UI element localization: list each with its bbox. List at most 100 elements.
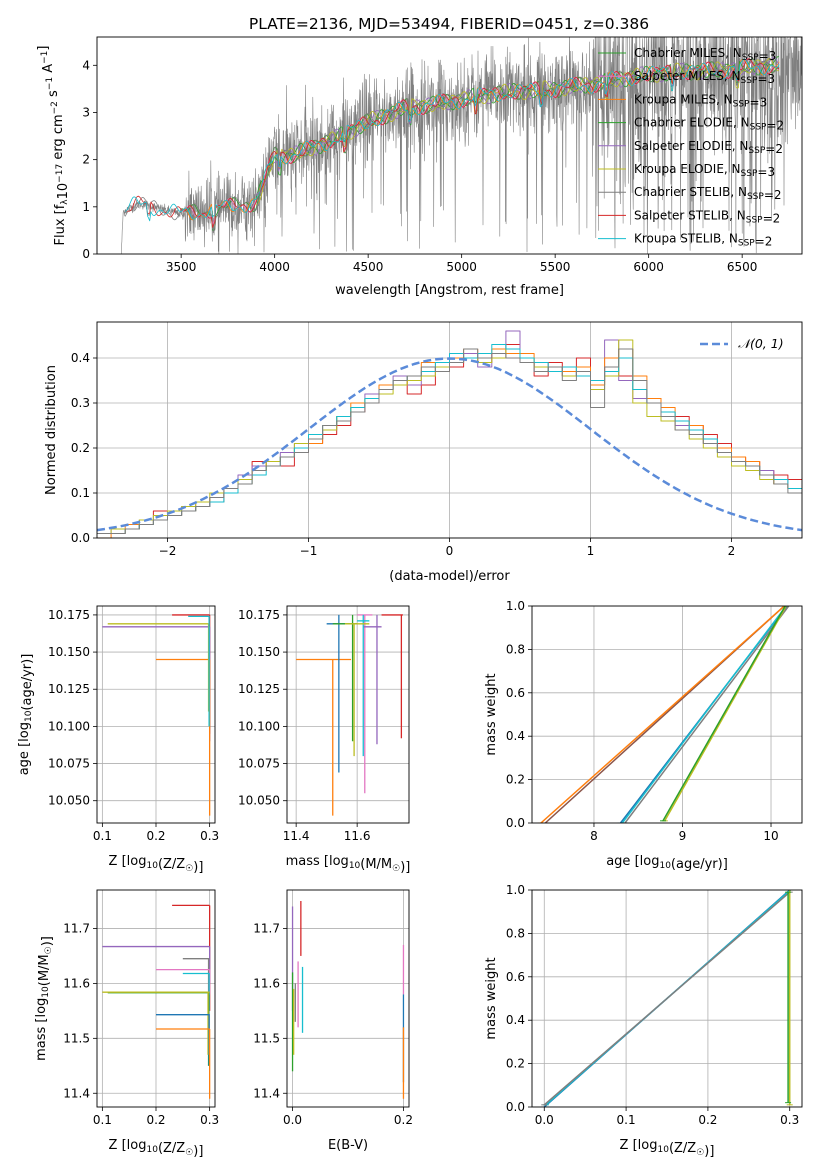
x-tick-label: 0.2	[146, 829, 165, 843]
y-tick-label: 0.6	[506, 686, 525, 700]
x-tick-label: 3500	[166, 260, 197, 274]
y-tick-label: 0.6	[506, 970, 525, 984]
legend: 𝒩(0, 1)	[700, 336, 784, 351]
y-tick-label: 11.4	[253, 1086, 280, 1100]
y-tick-label: 0	[82, 247, 90, 261]
axes-frame	[531, 605, 803, 824]
x-tick-label: 0.1	[93, 1113, 112, 1127]
x-tick-label: 0.3	[200, 1113, 219, 1127]
legend: Chabrier MILES, NSSP=3 Salpeter MILES, NS…	[598, 46, 784, 249]
legend-label: Chabrier MILES, NSSP=3	[634, 46, 776, 63]
y-tick-label: 11.4	[63, 1086, 90, 1100]
x-tick-label: 5500	[540, 260, 571, 274]
y-tick-label: 10.100	[238, 719, 280, 733]
legend-label: 𝒩(0, 1)	[738, 336, 784, 351]
x-tick-label: 0.2	[394, 1113, 413, 1127]
x-axis-label: Z [log10(Z/Z☉)]	[109, 1138, 204, 1159]
y-tick-label: 0.0	[506, 1100, 525, 1114]
histogram-step	[97, 344, 802, 534]
x-tick-label: 8	[590, 829, 598, 843]
x-tick-label: 4500	[353, 260, 384, 274]
y-axis-label: mass [log10(M/M☉)]	[34, 936, 55, 1061]
cumulative-line	[621, 606, 787, 823]
y-tick-label: 10.125	[48, 682, 90, 696]
cumulative-line	[664, 606, 787, 822]
legend-label: Chabrier STELIB, NSSP=2	[634, 185, 782, 202]
y-tick-label: 11.5	[63, 1031, 90, 1045]
y-tick-label: 11.5	[253, 1031, 280, 1045]
y-tick-label: 0.4	[71, 351, 90, 365]
spectrum-model-line	[124, 58, 780, 228]
panel-age_vs_mass: 11.4 11.6 10.050 10.075 10.100 10.125 10.150 10…	[238, 605, 410, 875]
y-tick-label: 11.6	[253, 976, 280, 990]
spectrum-data	[121, 37, 802, 254]
x-tick-label: 2	[728, 544, 736, 558]
y-axis-label: Normed distribution	[44, 365, 59, 495]
panel-mass_vs_ebv: 0.0 0.2 11.4 11.5 11.6 11.7 E(B-V)	[253, 889, 413, 1153]
y-axis-label: mass weight	[484, 673, 499, 755]
x-axis-label: wavelength [Angstrom, rest frame]	[335, 283, 564, 298]
x-tick-label: 0	[446, 544, 454, 558]
x-tick-label: 0.0	[535, 1113, 554, 1127]
y-tick-label: 10.075	[48, 757, 90, 771]
y-tick-label: 10.075	[238, 757, 280, 771]
normal-curve	[97, 357, 802, 532]
axes-frame	[96, 605, 216, 824]
cumulative-line	[624, 606, 790, 823]
plot-area	[97, 322, 802, 538]
plot-area	[121, 37, 802, 254]
y-tick-label: 0.3	[71, 396, 90, 410]
y-tick-label: 0.4	[506, 729, 525, 743]
y-tick-label: 10.050	[238, 794, 280, 808]
y-tick-label: 10.100	[48, 719, 90, 733]
axes-frame	[531, 889, 803, 1108]
plot-area	[532, 606, 802, 823]
legend-label: Kroupa STELIB, NSSP=2	[634, 232, 772, 249]
x-tick-label: 0.0	[283, 1113, 302, 1127]
y-tick-label: 11.6	[63, 976, 90, 990]
legend-label: Kroupa MILES, NSSP=3	[634, 92, 767, 109]
y-tick-label: 1.0	[506, 599, 525, 613]
y-tick-label: 11.7	[63, 921, 90, 935]
y-tick-label: 10.175	[238, 608, 280, 622]
x-tick-label: 4000	[259, 260, 290, 274]
y-tick-label: 10.150	[48, 645, 90, 659]
y-tick-label: 0.0	[71, 531, 90, 545]
y-tick-label: 1.0	[506, 883, 525, 897]
legend-label: Salpeter STELIB, NSSP=2	[634, 208, 780, 225]
y-axis-label: age [log10(age/yr)]	[17, 654, 35, 776]
x-tick-label: 9	[679, 829, 687, 843]
x-tick-label: 0.3	[780, 1113, 799, 1127]
y-tick-label: 0.8	[506, 926, 525, 940]
x-tick-label: 0.3	[200, 829, 219, 843]
x-axis-label: Z [log10(Z/Z☉)]	[109, 854, 204, 875]
spectrum-model-line	[124, 58, 780, 231]
x-tick-label: 0.1	[617, 1113, 636, 1127]
spectrum-model-line	[124, 58, 780, 222]
panels: 3500 4000 4500 5000 5500 6000 6500 0 1 2 3 4 Chabrie…	[17, 36, 803, 1159]
y-tick-label: 10.175	[48, 608, 90, 622]
axes-frame	[286, 605, 410, 824]
x-tick-label: 0.1	[93, 829, 112, 843]
x-tick-label: −2	[159, 544, 177, 558]
x-tick-label: 0.2	[698, 1113, 717, 1127]
y-tick-label: 0.1	[71, 486, 90, 500]
figure-title: PLATE=2136, MJD=53494, FIBERID=0451, z=0…	[249, 15, 649, 33]
x-axis-label: (data-model)/error	[389, 569, 510, 584]
y-tick-label: 0.2	[506, 773, 525, 787]
axes-frame	[286, 889, 410, 1108]
plot-area	[97, 606, 215, 823]
y-axis-label: mass weight	[484, 957, 499, 1039]
y-tick-label: 4	[82, 58, 90, 72]
x-tick-label: 5000	[446, 260, 477, 274]
plot-area	[287, 890, 409, 1107]
y-tick-label: 3	[82, 105, 90, 119]
plot-area	[97, 890, 215, 1107]
panel-mass_weight_vs_age: 8 9 10 0.0 0.2 0.4 0.6 0.8 1.0 age [log10(age/yr)…	[484, 599, 803, 872]
axes-frame	[96, 36, 803, 255]
y-tick-label: 2	[82, 153, 90, 167]
y-tick-label: 0.2	[71, 441, 90, 455]
x-tick-label: −1	[300, 544, 318, 558]
